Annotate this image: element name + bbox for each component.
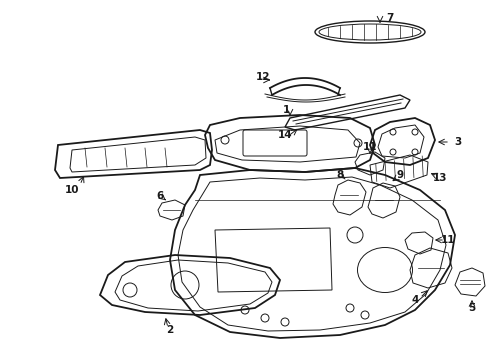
Text: 11: 11 (441, 235, 455, 245)
Text: 11: 11 (363, 142, 377, 152)
Text: 8: 8 (336, 170, 343, 180)
Text: 3: 3 (454, 137, 462, 147)
Text: 10: 10 (65, 185, 79, 195)
Text: 14: 14 (278, 130, 293, 140)
Text: 12: 12 (256, 72, 270, 82)
Text: 6: 6 (156, 191, 164, 201)
Text: 9: 9 (396, 170, 404, 180)
Text: 2: 2 (167, 325, 173, 335)
Text: 5: 5 (468, 303, 476, 313)
Text: 4: 4 (411, 295, 418, 305)
Text: 7: 7 (386, 13, 393, 23)
Text: 1: 1 (282, 105, 290, 115)
Text: 13: 13 (433, 173, 447, 183)
